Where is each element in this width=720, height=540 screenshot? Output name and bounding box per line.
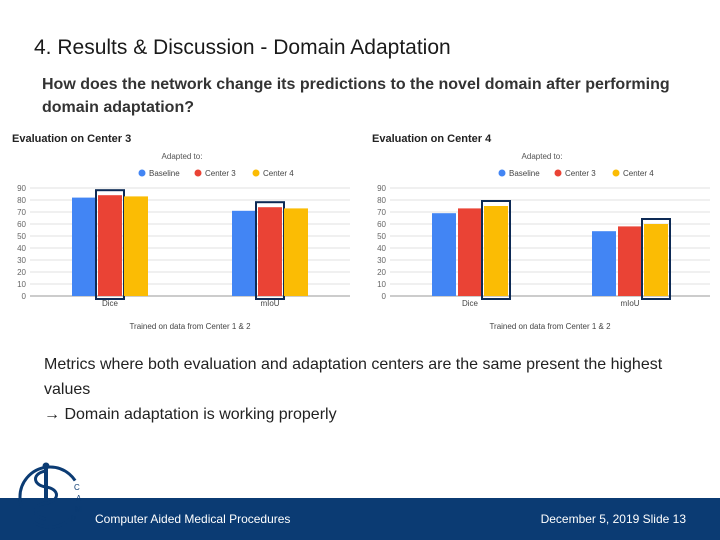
bar — [484, 206, 508, 296]
legend-label: Center 4 — [263, 169, 294, 178]
chart-title: Evaluation on Center 4 — [372, 133, 492, 145]
legend-marker — [138, 169, 146, 177]
bar — [98, 195, 122, 296]
legend-label: Center 4 — [623, 169, 654, 178]
bar — [232, 210, 256, 296]
logo-letter: M — [75, 505, 82, 514]
x-axis-label: Trained on data from Center 1 & 2 — [489, 322, 611, 331]
legend-title: Adapted to: — [162, 152, 203, 161]
conclusion-line-1: Metrics where both evaluation and adapta… — [44, 356, 663, 398]
y-tick-label: 20 — [377, 268, 386, 277]
y-tick-label: 50 — [17, 232, 26, 241]
legend-label: Baseline — [509, 169, 540, 178]
footer-organization: Computer Aided Medical Procedures — [95, 512, 291, 526]
legend-marker — [498, 169, 506, 177]
bar — [258, 207, 282, 296]
y-tick-label: 80 — [17, 196, 26, 205]
bar — [284, 208, 308, 296]
y-tick-label: 70 — [17, 208, 26, 217]
y-tick-label: 60 — [377, 220, 386, 229]
caduceus-logo-icon: C A M P — [18, 462, 82, 529]
legend-marker — [554, 169, 562, 177]
y-tick-label: 0 — [382, 292, 387, 301]
chart-evaluation-center-3: Evaluation on Center 3 Adapted to: Baselin… — [12, 133, 350, 331]
research-question: How does the network change its predicti… — [42, 76, 670, 116]
footer-date-slide: December 5, 2019 Slide 13 — [540, 512, 686, 526]
y-tick-label: 30 — [17, 256, 26, 265]
y-tick-label: 90 — [17, 184, 26, 193]
x-tick-label: mIoU — [260, 299, 279, 308]
y-tick-label: 90 — [377, 184, 386, 193]
logo-letter: C — [74, 483, 80, 492]
legend-marker — [194, 169, 202, 177]
footer-bar: Computer Aided Medical Procedures Decemb… — [0, 498, 720, 540]
y-tick-label: 50 — [377, 232, 386, 241]
x-tick-label: mIoU — [620, 299, 639, 308]
x-tick-label: Dice — [102, 299, 119, 308]
legend-marker — [252, 169, 260, 177]
highlight-box — [481, 200, 511, 300]
x-tick-label: Dice — [462, 299, 479, 308]
y-tick-label: 20 — [17, 268, 26, 277]
bar — [618, 226, 642, 296]
legend-label: Center 3 — [565, 169, 596, 178]
chart-evaluation-center-4: Evaluation on Center 4 Adapted to: Baselin… — [372, 133, 710, 331]
conclusion-line-2: → Domain adaptation is working properly — [44, 406, 337, 423]
conclusion-text: Metrics where both evaluation and adapta… — [44, 352, 704, 427]
bar — [124, 196, 148, 296]
slide-title: 4. Results & Discussion - Domain Adaptat… — [34, 36, 451, 59]
legend-label: Baseline — [149, 169, 180, 178]
legend-marker — [612, 169, 620, 177]
y-tick-label: 10 — [17, 280, 26, 289]
chart-title: Evaluation on Center 3 — [12, 133, 131, 145]
bar — [644, 224, 668, 296]
logo-letter: A — [76, 494, 82, 503]
y-tick-label: 40 — [377, 244, 386, 253]
bar — [432, 213, 456, 296]
bar — [458, 208, 482, 296]
legend-title: Adapted to: — [522, 152, 563, 161]
y-tick-label: 60 — [17, 220, 26, 229]
bar — [592, 231, 616, 296]
y-tick-label: 30 — [377, 256, 386, 265]
logo-letter: P — [71, 515, 76, 524]
y-tick-label: 40 — [17, 244, 26, 253]
y-tick-label: 0 — [22, 292, 27, 301]
legend-label: Center 3 — [205, 169, 236, 178]
y-tick-label: 80 — [377, 196, 386, 205]
y-tick-label: 70 — [377, 208, 386, 217]
highlight-box — [641, 218, 671, 300]
y-tick-label: 10 — [377, 280, 386, 289]
x-axis-label: Trained on data from Center 1 & 2 — [129, 322, 251, 331]
bar — [72, 197, 96, 296]
